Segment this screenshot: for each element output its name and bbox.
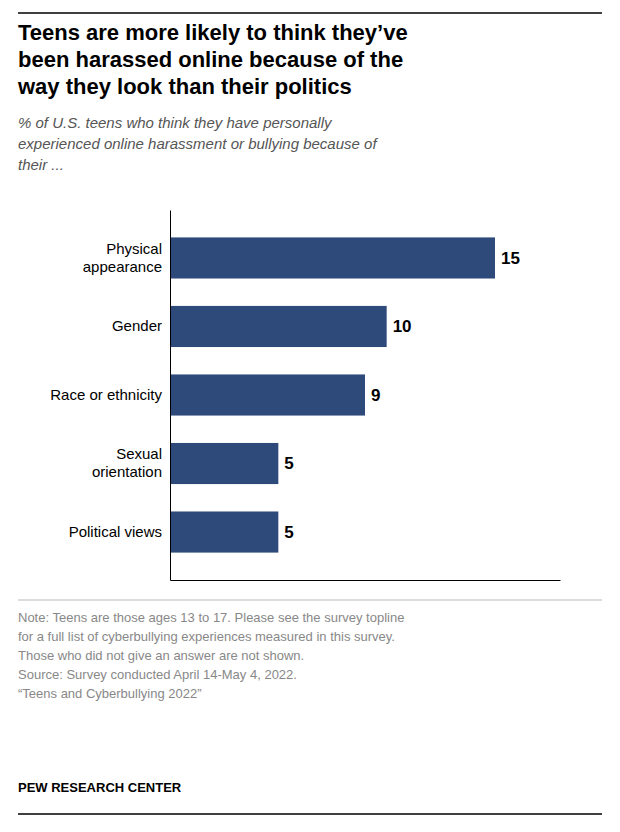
y-axis-line [170, 211, 171, 581]
y-tick-label-line: Sexual [116, 445, 162, 462]
y-tick-label-line: appearance [83, 258, 162, 275]
note-line: Note: Teens are those ages 13 to 17. Ple… [18, 610, 404, 625]
bars [170, 237, 495, 552]
data-labels: 15 10 9 5 5 [284, 249, 520, 542]
bar [170, 306, 387, 347]
y-tick: Political views [69, 523, 162, 540]
note-line: “Teens and Cyberbullying 2022” [18, 686, 202, 701]
y-tick-label: Sexualorientation [92, 445, 162, 480]
data-label: 5 [284, 523, 293, 542]
y-tick-label: Gender [112, 317, 162, 334]
bar [170, 511, 278, 552]
y-tick-label-line: Political views [69, 523, 162, 540]
data-label: 15 [501, 249, 520, 268]
y-tick: Physicalappearance [83, 240, 162, 275]
y-tick-label-line: Gender [112, 317, 162, 334]
data-label: 9 [371, 386, 380, 405]
bar [170, 374, 365, 415]
title: Teens are more likely to think they’vebe… [17, 20, 408, 99]
x-axis [171, 580, 561, 581]
source: PEW RESEARCH CENTER [18, 780, 182, 795]
plot: 15 10 9 5 5 Physicalappearance Gender Race or e… [50, 211, 560, 581]
data-label: 5 [284, 454, 293, 473]
top-rule [18, 12, 602, 14]
y-tick-label: Political views [69, 523, 162, 540]
subtitle-line: their ... [18, 156, 64, 173]
chart: Teens are more likely to think they’vebe… [0, 0, 620, 832]
y-tick-label-line: Race or ethnicity [50, 386, 162, 403]
y-axis: Physicalappearance Gender Race or ethnicit… [50, 211, 170, 581]
y-tick-label: Physicalappearance [83, 240, 162, 275]
y-tick-label-line: Physical [106, 240, 162, 257]
bar [170, 443, 278, 484]
bar [170, 237, 495, 278]
title-line: been harassed online because of the [18, 47, 403, 72]
y-tick: Sexualorientation [92, 445, 162, 480]
note-rule [18, 600, 602, 601]
y-tick-label: Race or ethnicity [50, 386, 162, 403]
x-axis-line [171, 580, 561, 581]
subtitle: % of U.S. teens who think they have pers… [18, 114, 378, 173]
y-tick: Race or ethnicity [50, 386, 162, 403]
subtitle-line: % of U.S. teens who think they have pers… [18, 114, 333, 131]
bottom-rule [18, 813, 602, 815]
title-line: way they look than their politics [17, 74, 352, 99]
note: Note: Teens are those ages 13 to 17. Ple… [18, 610, 404, 701]
data-label: 10 [393, 317, 412, 336]
note-line: Source: Survey conducted April 14-May 4,… [18, 667, 297, 682]
subtitle-line: experienced online harassment or bullyin… [18, 135, 378, 152]
title-line: Teens are more likely to think they’ve [18, 20, 408, 45]
note-line: for a full list of cyberbullying experie… [18, 629, 395, 644]
y-tick: Gender [112, 317, 162, 334]
note-line: Those who did not give an answer are not… [18, 648, 304, 663]
y-tick-label-line: orientation [92, 463, 162, 480]
